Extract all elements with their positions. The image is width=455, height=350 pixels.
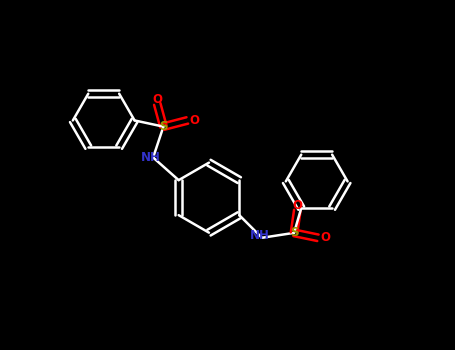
Text: NH: NH [250, 229, 270, 242]
Text: O: O [293, 199, 302, 212]
Text: O: O [190, 114, 200, 127]
Text: O: O [320, 231, 330, 244]
Text: S: S [159, 120, 168, 133]
Text: S: S [290, 226, 298, 239]
Text: O: O [152, 92, 162, 106]
Text: NH: NH [141, 151, 161, 164]
